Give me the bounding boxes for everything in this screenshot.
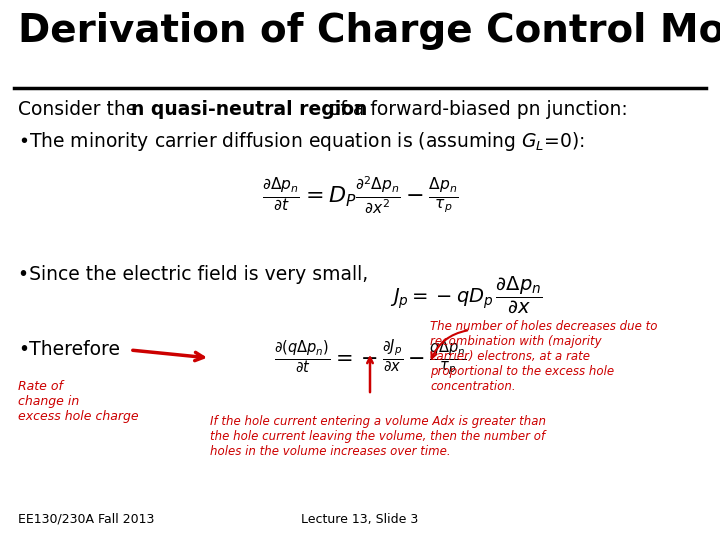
Text: •Therefore: •Therefore (18, 340, 120, 359)
Text: $\frac{\partial \Delta p_n}{\partial t} = D_P \frac{\partial^2 \Delta p_n}{\part: $\frac{\partial \Delta p_n}{\partial t} … (262, 174, 458, 215)
Text: EE130/230A Fall 2013: EE130/230A Fall 2013 (18, 513, 154, 526)
Text: •Since the electric field is very small,: •Since the electric field is very small, (18, 265, 368, 284)
Text: Consider the: Consider the (18, 100, 143, 119)
Text: $\frac{\partial (q\Delta p_n)}{\partial t} = -\frac{\partial J_p}{\partial x} - : $\frac{\partial (q\Delta p_n)}{\partial … (274, 338, 467, 379)
Text: Lecture 13, Slide 3: Lecture 13, Slide 3 (302, 513, 418, 526)
Text: The number of holes decreases due to
recombination with (majority
carrier) elect: The number of holes decreases due to rec… (430, 320, 657, 393)
Text: •The minority carrier diffusion equation is (assuming $G_L$=0):: •The minority carrier diffusion equation… (18, 130, 585, 153)
Text: If the hole current entering a volume Adx is greater than
the hole current leavi: If the hole current entering a volume Ad… (210, 415, 546, 458)
Text: n quasi-neutral region: n quasi-neutral region (131, 100, 367, 119)
Text: Rate of
change in
excess hole charge: Rate of change in excess hole charge (18, 380, 139, 423)
Text: Derivation of Charge Control Model: Derivation of Charge Control Model (18, 12, 720, 50)
Text: of a forward-biased pn junction:: of a forward-biased pn junction: (323, 100, 628, 119)
Text: $J_p = -qD_p\,\dfrac{\partial \Delta p_n}{\partial x}$: $J_p = -qD_p\,\dfrac{\partial \Delta p_n… (390, 275, 543, 315)
